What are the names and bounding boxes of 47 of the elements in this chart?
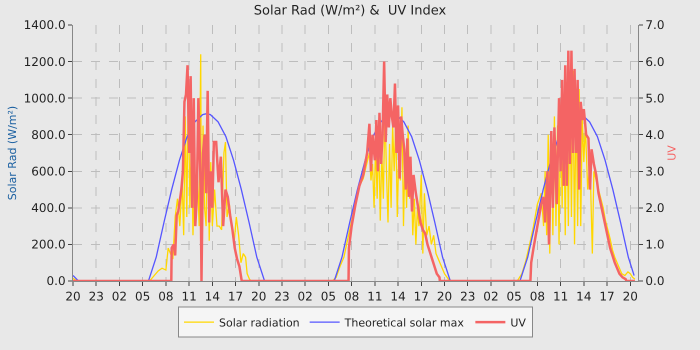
y-tick-label: 1400.0	[24, 18, 66, 32]
y-tick-label: 0.0	[46, 274, 66, 288]
chart-title: Solar Rad (W/m²) & UV Index	[254, 3, 447, 18]
y2-tick-label: 4.0	[645, 128, 664, 142]
x-tick-label: 08	[158, 289, 174, 304]
y2-tick-label: 2.0	[645, 201, 664, 216]
x-tick-label: 20	[251, 289, 266, 304]
legend-label: Theoretical solar max	[344, 316, 464, 330]
x-tick-label: 02	[112, 289, 128, 304]
x-tick-label: 23	[88, 289, 104, 304]
x-tick-label: 08	[344, 289, 360, 304]
x-tick-label: 05	[135, 289, 150, 304]
y2-tick-label: 7.0	[645, 18, 664, 32]
x-tick-label: 17	[599, 289, 615, 304]
y-tick-label: 1200.0	[24, 54, 66, 69]
y2-tick-label: 3.0	[645, 164, 664, 178]
x-tick-label: 23	[460, 289, 476, 304]
x-tick-label: 14	[204, 289, 220, 304]
y-tick-label: 200.0	[31, 238, 66, 252]
x-tick-label: 20	[622, 289, 638, 304]
y2-tick-label: 5.0	[645, 91, 664, 106]
x-tick-label: 11	[181, 289, 197, 304]
y-tick-label: 400.0	[31, 201, 66, 216]
y-tick-label: 600.0	[31, 164, 66, 178]
x-tick-label: 14	[390, 289, 406, 304]
y2-tick-label: 6.0	[645, 54, 664, 69]
x-tick-label: 05	[506, 289, 522, 304]
x-tick-label: 14	[576, 289, 592, 304]
x-tick-label: 17	[414, 289, 429, 304]
legend-label: Solar radiation	[219, 316, 300, 330]
legend-label: UV	[510, 316, 526, 330]
y-tick-label: 800.0	[31, 128, 66, 142]
x-tick-label: 02	[483, 289, 499, 304]
y2-axis-title: UV	[666, 144, 679, 161]
x-tick-label: 05	[320, 289, 336, 304]
x-tick-label: 20	[436, 289, 452, 304]
x-tick-label: 20	[65, 289, 81, 304]
x-tick-label: 11	[367, 289, 382, 304]
x-tick-label: 11	[552, 289, 568, 304]
x-tick-label: 23	[274, 289, 290, 304]
x-tick-label: 08	[530, 289, 546, 304]
y2-tick-label: 0.0	[645, 274, 664, 288]
x-tick-label: 17	[228, 289, 244, 304]
y2-tick-label: 1.0	[645, 238, 664, 252]
y-tick-label: 1000.0	[24, 91, 66, 106]
x-tick-label: 02	[298, 289, 313, 304]
y-axis-title: Solar Rad (W/m²)	[6, 106, 20, 200]
